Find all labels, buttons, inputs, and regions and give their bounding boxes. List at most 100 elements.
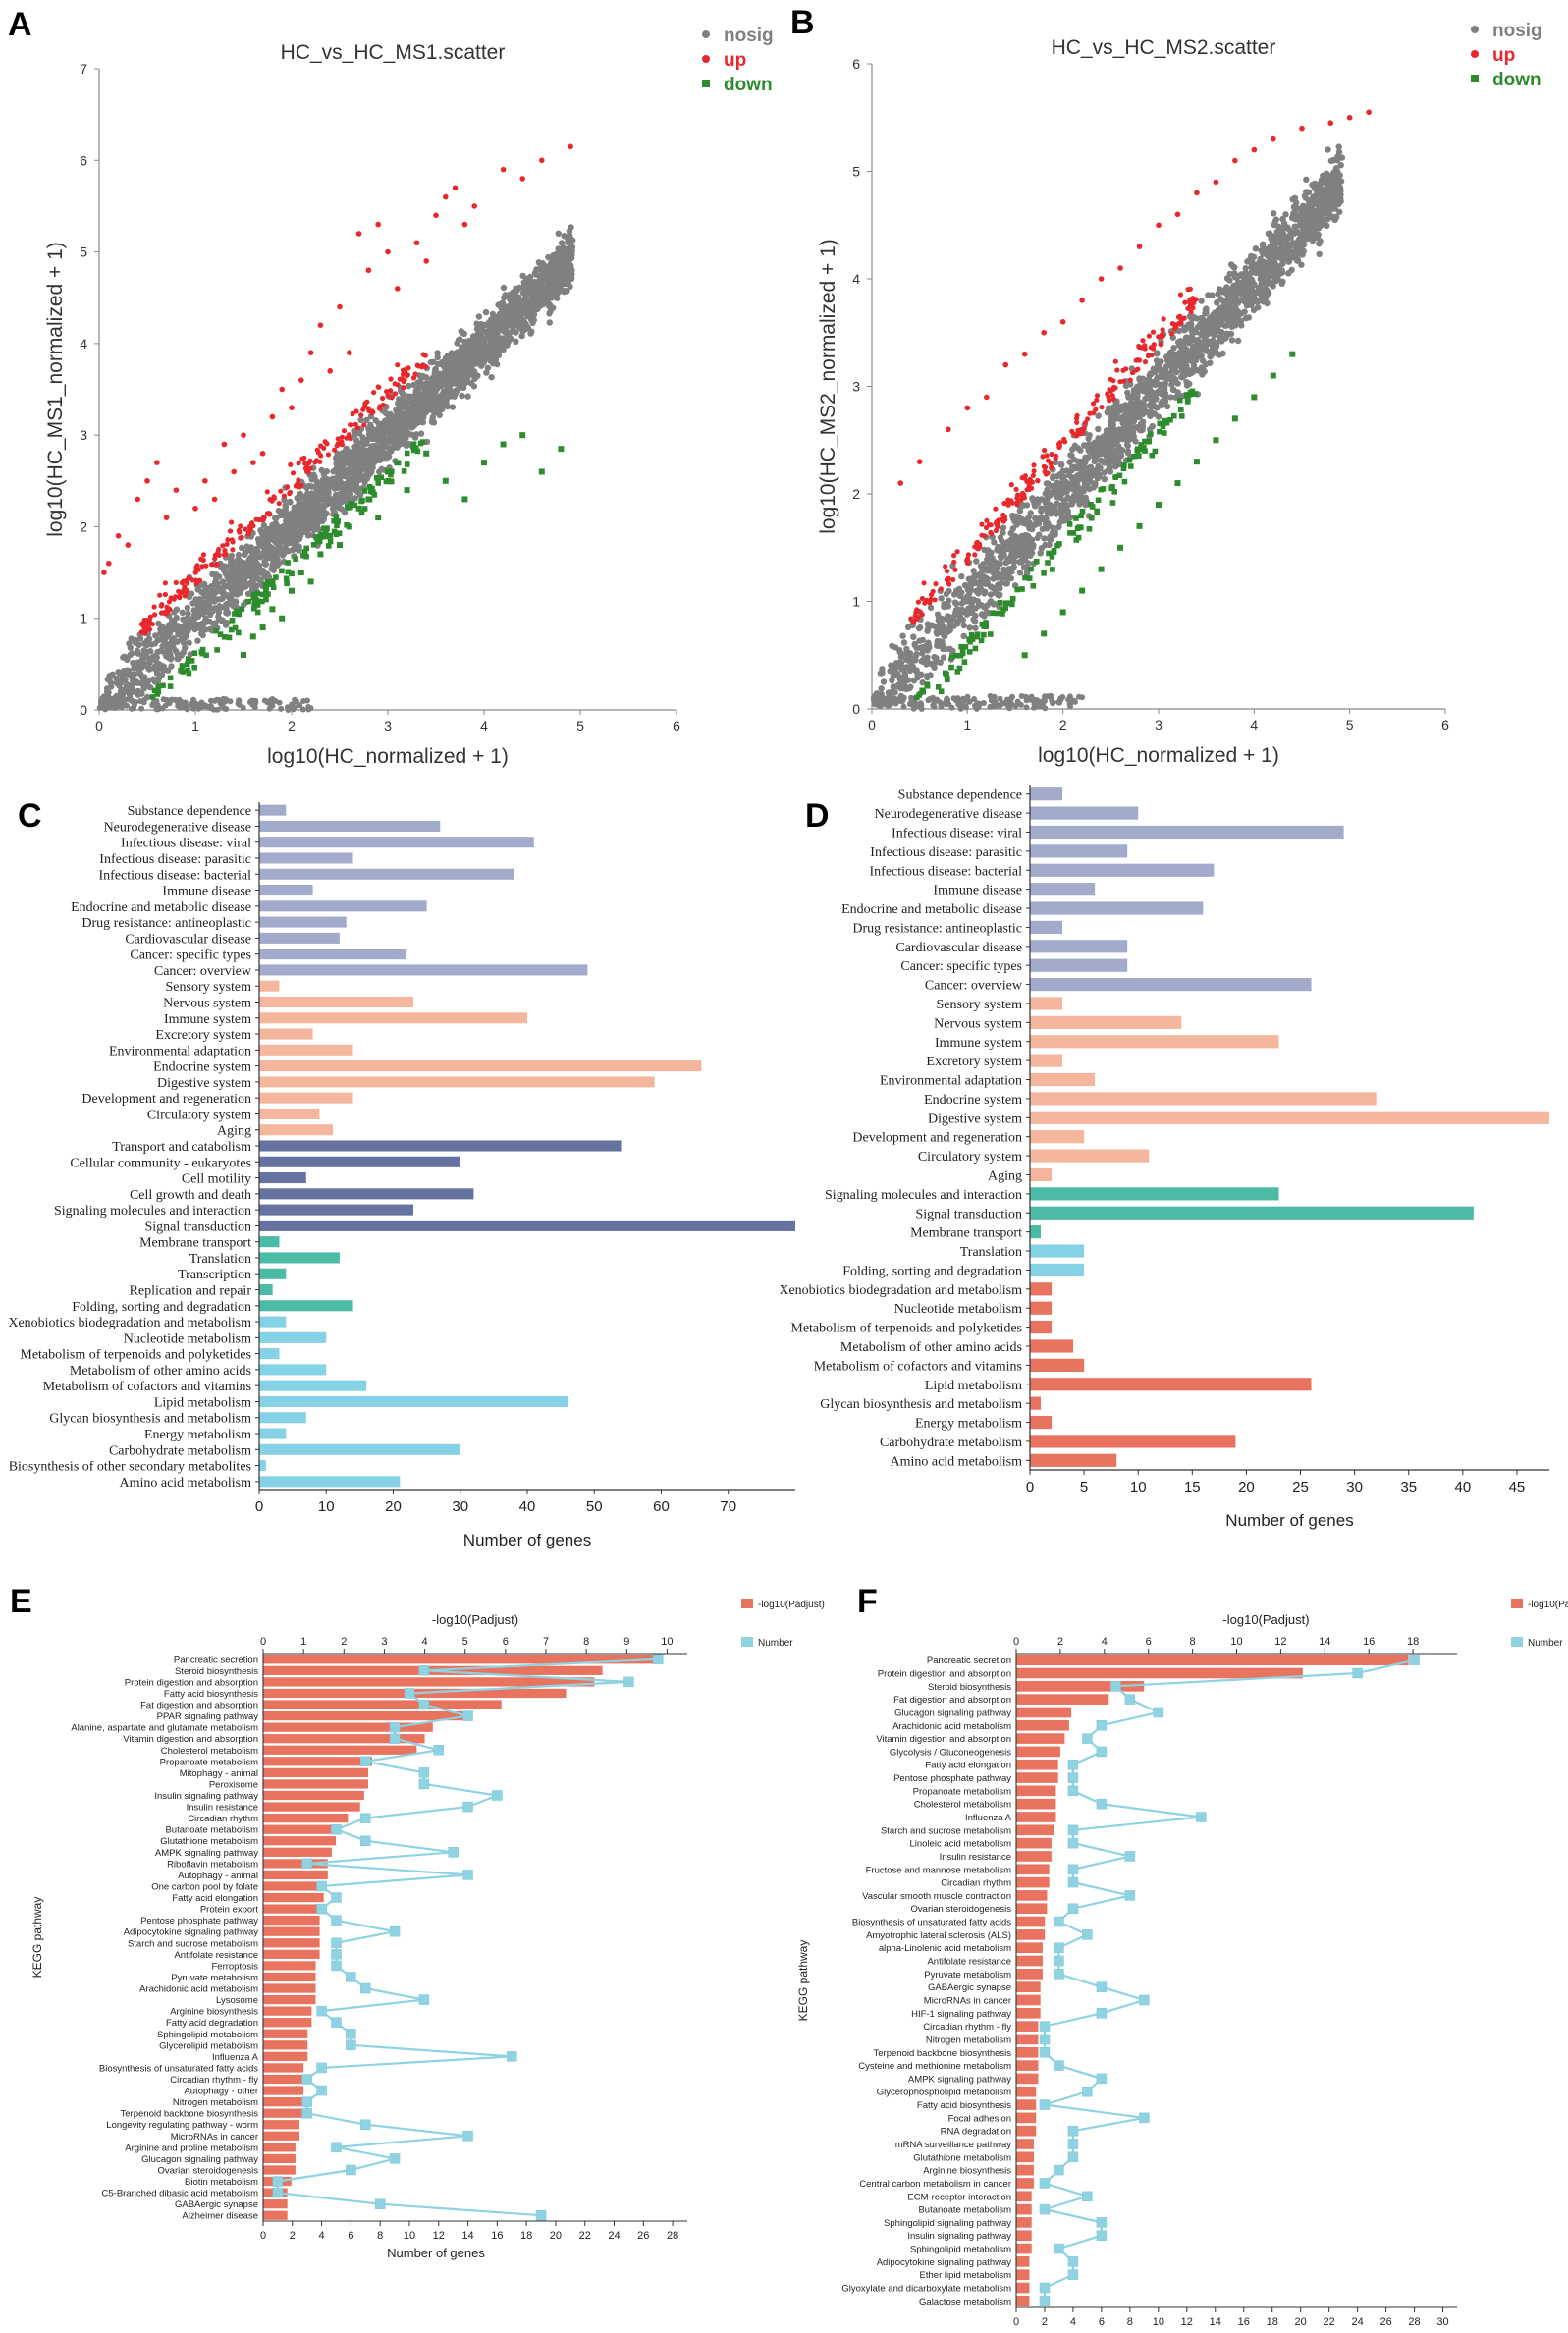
panel-a-nosig-point	[500, 284, 508, 292]
panel-a-down-point	[226, 634, 233, 641]
panel-a-nosig-point	[492, 342, 500, 349]
panel-a-up-point	[296, 477, 301, 483]
panel-a-down-point	[331, 517, 337, 524]
panel-a-down-point	[346, 505, 351, 511]
panel-a-up-point	[162, 591, 168, 598]
panel-a-nosig-point	[146, 659, 153, 667]
panel-a-up-point	[144, 624, 151, 631]
panel-a-nosig-point	[290, 546, 297, 553]
panel-a-down-point	[265, 591, 271, 597]
panel-b-nosig-point	[943, 590, 950, 598]
panel-a-nosig-point	[503, 342, 510, 349]
panel-a-nosig-point	[120, 654, 127, 661]
panel-a-up-point	[144, 477, 150, 484]
panel-a-up-point	[380, 395, 386, 402]
panel-a-up-point	[337, 303, 343, 310]
panel-a-nosig-point	[235, 551, 243, 559]
panel-a-up-point	[115, 532, 122, 539]
panel-b-nosig-point	[1029, 495, 1036, 502]
panel-a-nosig-point	[352, 437, 360, 444]
panel-a-down-point	[284, 580, 290, 587]
panel-a-down-point	[404, 450, 410, 457]
panel-a-up-point	[375, 221, 382, 228]
panel-a-up-point	[227, 528, 234, 534]
panel-a-up-point	[365, 267, 372, 274]
panel-a-nosig-point	[538, 277, 545, 284]
panel-a-down-point	[538, 468, 545, 475]
panel-a-nosig-point	[279, 552, 287, 559]
panel-a-nosig-point	[324, 475, 331, 483]
panel-a-nosig-point	[478, 350, 486, 356]
panel-a-up-point	[220, 543, 226, 549]
panel-b-nosig-point	[1300, 242, 1308, 248]
panel-a-nosig-point	[184, 604, 190, 612]
panel-a-down-point	[293, 556, 298, 562]
panel-a-up-point	[385, 393, 391, 399]
panel-a-nosig-point	[459, 392, 465, 400]
panel-a-nosig-point	[530, 311, 538, 318]
panel-a-nosig-point	[224, 571, 231, 578]
panel-a-down-point	[317, 551, 324, 558]
panel-b-x-tick-label: 1	[963, 717, 971, 732]
panel-a-nosig-point	[205, 584, 212, 592]
panel-b-nosig-point	[1221, 322, 1228, 329]
panel-a-nosig-point	[396, 405, 403, 411]
panel-a-up-point	[221, 441, 228, 448]
panel-a-nosig-point	[140, 682, 147, 689]
panel-b-nosig-point	[938, 595, 945, 602]
panel-a-up-point	[249, 520, 255, 526]
panel-a-nosig-point	[413, 431, 420, 438]
panel-a-up-point	[177, 593, 183, 600]
panel-a-nosig-point	[429, 416, 436, 423]
panel-a-up-point	[249, 460, 256, 465]
panel-label-b: B	[790, 4, 815, 41]
panel-a-up-point	[278, 488, 284, 494]
panel-a-up-point	[325, 452, 332, 458]
panel-a-nosig-point	[445, 367, 453, 374]
panel-a-nosig-point	[546, 267, 554, 275]
panel-b-nosig-point	[1124, 448, 1132, 455]
panel-a-nosig-point	[194, 637, 201, 644]
panel-a-down-point	[394, 460, 400, 466]
panel-a-nosig-point	[509, 311, 515, 318]
panel-a-nosig-point	[344, 494, 351, 501]
panel-a-nosig-point	[527, 286, 535, 293]
panel-a-nosig-point	[304, 697, 310, 704]
panel-a-x-tick-label: 4	[480, 718, 488, 733]
panel-a-nosig-point	[485, 352, 492, 358]
panel-a-down-point	[155, 683, 162, 690]
panel-a-nosig-point	[314, 486, 321, 493]
panel-a-nosig-point	[366, 464, 373, 472]
panel-a-up-point	[163, 515, 170, 520]
panel-a-nosig-point	[284, 704, 291, 711]
panel-a-nosig-point	[394, 421, 402, 428]
panel-a-nosig-point	[432, 395, 439, 402]
panel-a-down-point	[358, 509, 365, 515]
panel-a-up-point	[452, 185, 459, 191]
panel-a-nosig-point	[255, 539, 262, 547]
panel-a-nosig-point	[122, 677, 129, 683]
panel-a-nosig-point	[184, 706, 190, 713]
panel-a-nosig-point	[469, 337, 476, 345]
panel-a-down-point	[217, 631, 224, 637]
panel-a-up-point	[157, 592, 163, 598]
panel-a-up-point	[420, 362, 426, 368]
panel-a-nosig-point	[209, 608, 216, 615]
panel-a-nosig-point	[382, 409, 390, 417]
panel-a-x-tick-label: 1	[191, 718, 199, 733]
panel-b-nosig-points	[870, 143, 1346, 712]
panel-a-nosig-point	[567, 232, 573, 239]
panel-a-nosig-point	[232, 600, 239, 607]
panel-b-nosig-point	[1316, 250, 1323, 258]
panel-a-nosig-point	[213, 579, 221, 587]
panel-a-down-point	[337, 542, 343, 549]
panel-a-nosig-point	[160, 696, 167, 703]
panel-a-up-point	[324, 441, 330, 447]
panel-b-nosig-point	[1264, 299, 1271, 307]
panel-a-down-point	[273, 574, 279, 580]
panel-a-legend-label-down: down	[724, 75, 773, 95]
panel-a-nosig-point	[406, 397, 412, 404]
panel-a-nosig-point	[182, 699, 189, 706]
panel-a-nosig-point	[116, 682, 123, 689]
